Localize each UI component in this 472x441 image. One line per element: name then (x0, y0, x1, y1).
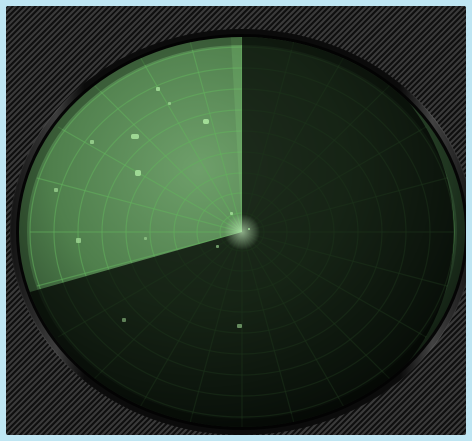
radar-vignette (11, 29, 466, 435)
radar-blips (54, 87, 250, 328)
radar-panel (6, 6, 466, 435)
radar-sweep-highlight (230, 37, 242, 232)
radar-svg (10, 29, 466, 435)
radar-center-glow (224, 214, 260, 250)
